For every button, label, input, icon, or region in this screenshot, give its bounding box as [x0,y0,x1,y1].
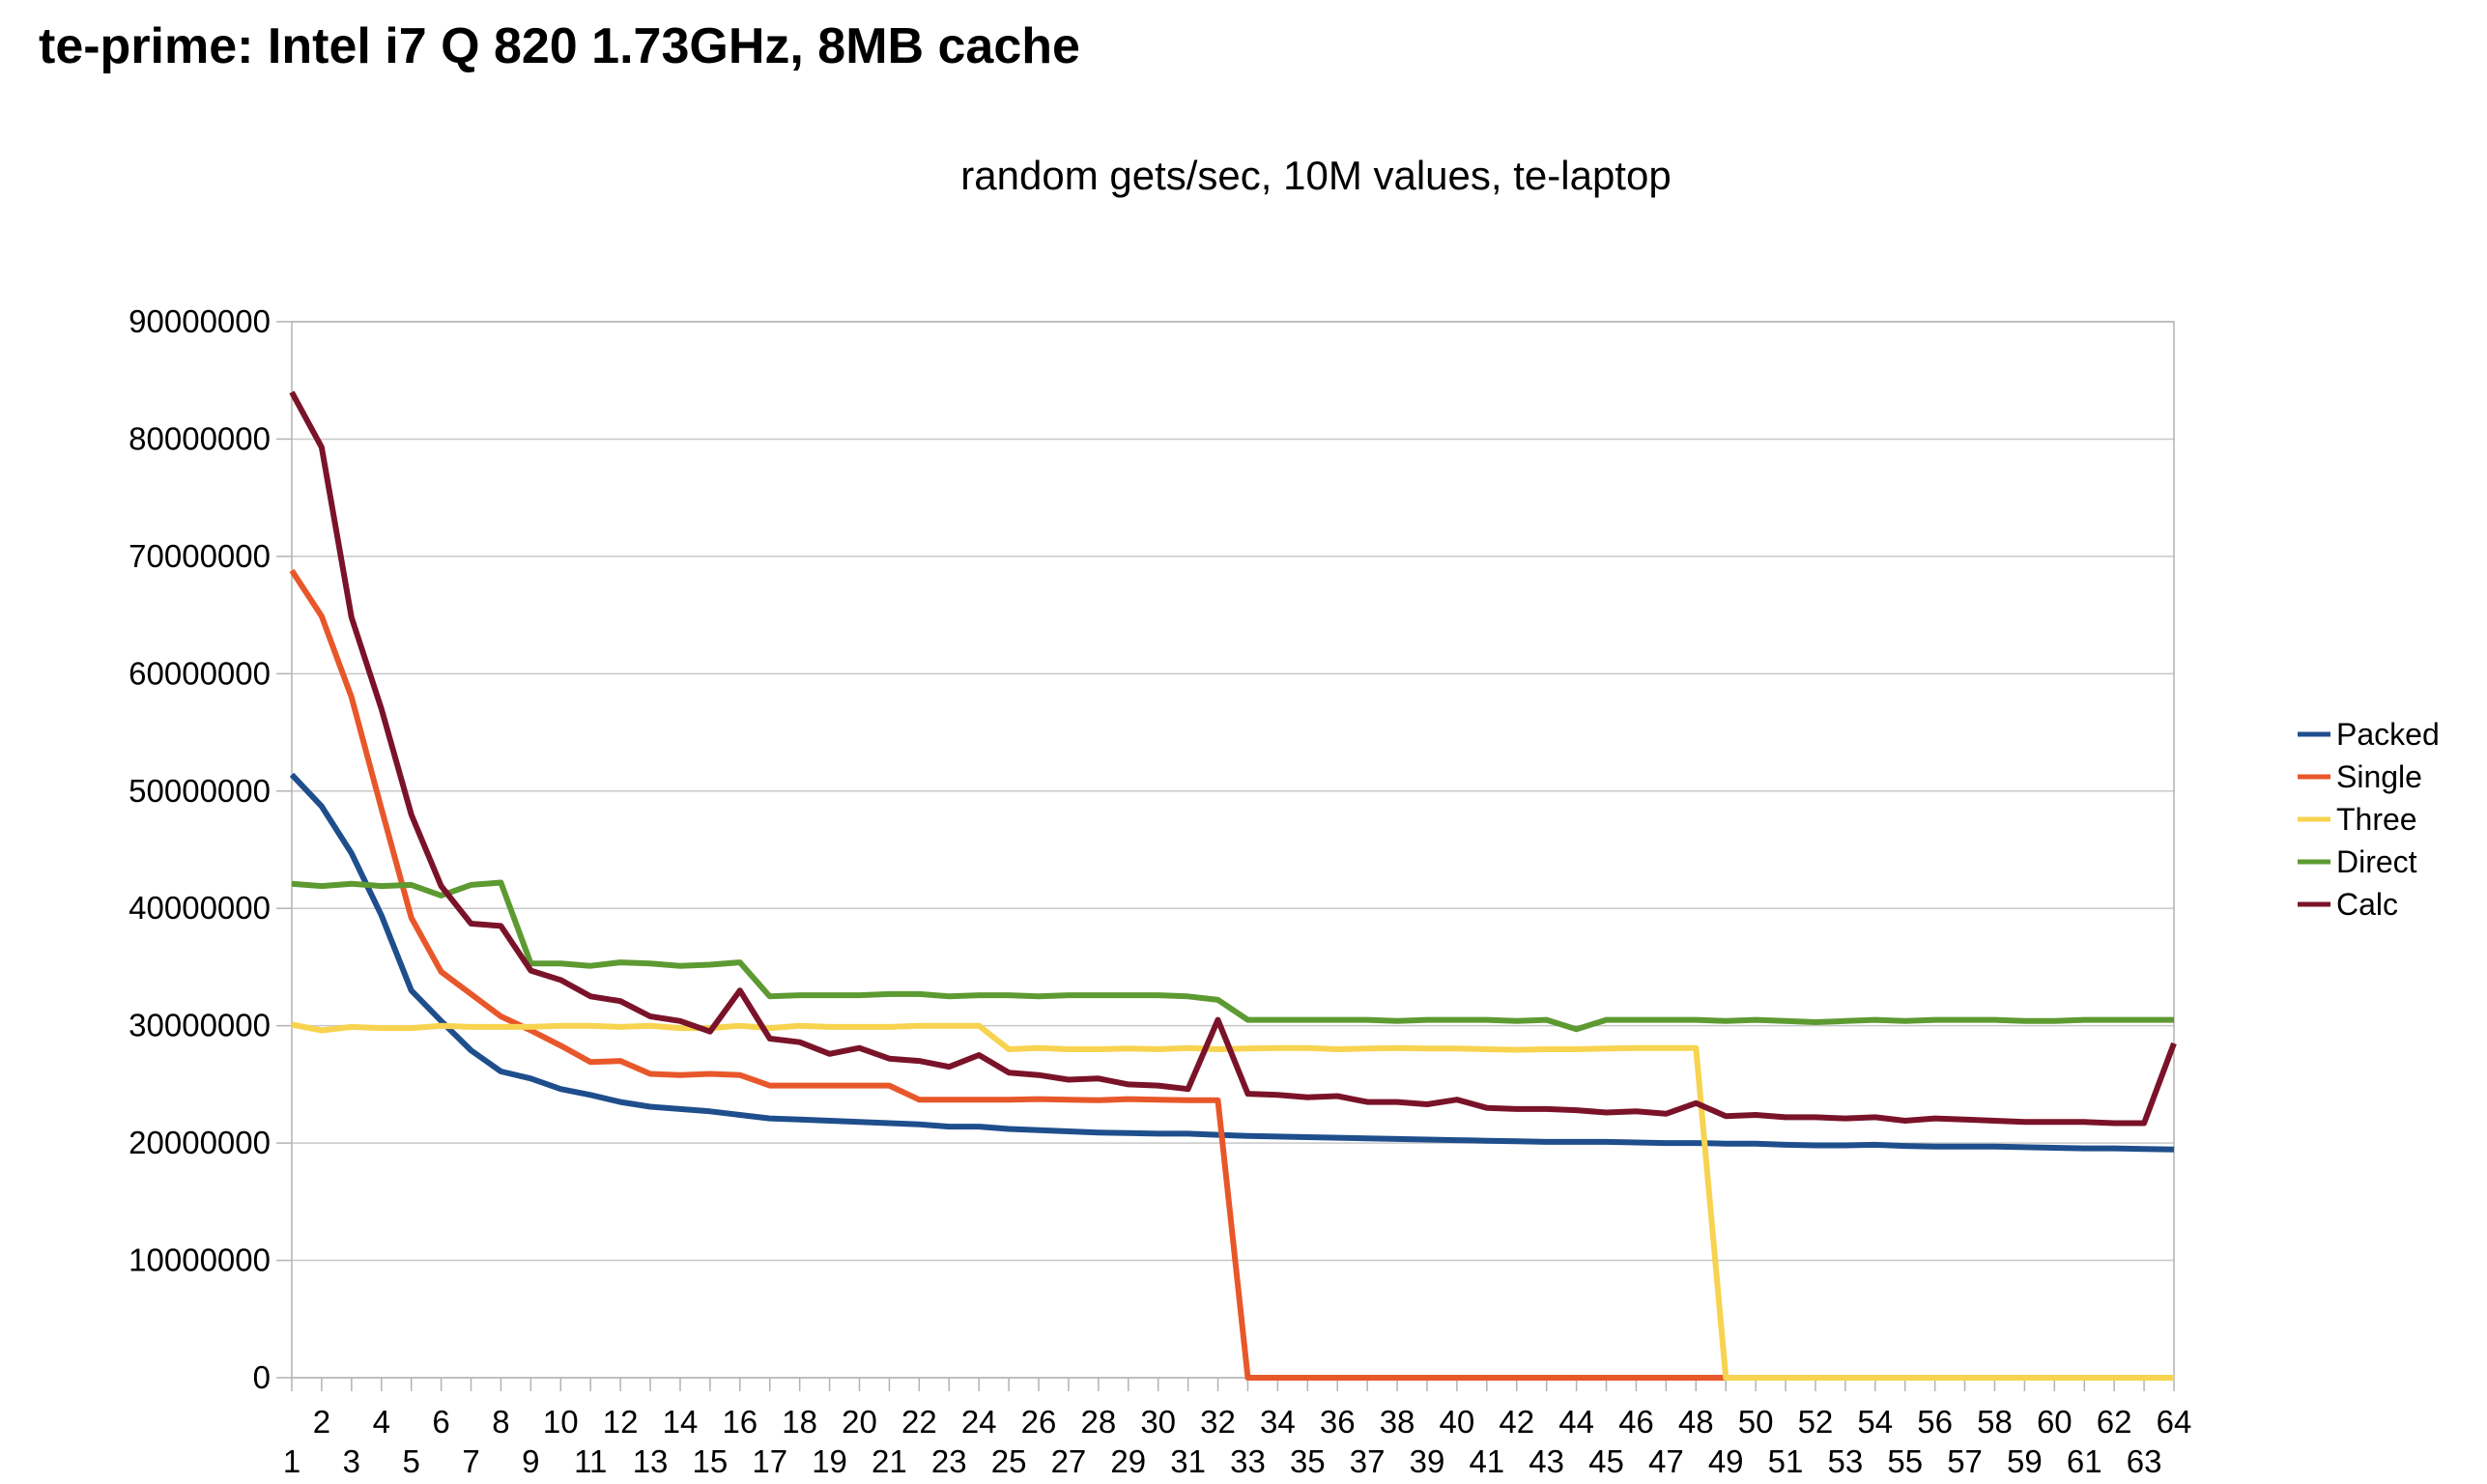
x-tick-label: 30 [1140,1404,1176,1440]
x-tick-label: 4 [373,1404,390,1440]
x-tick-label: 64 [2157,1404,2192,1440]
x-tick-label: 17 [752,1443,787,1479]
x-tick-label: 38 [1380,1404,1415,1440]
x-tick-label: 2 [313,1404,330,1440]
y-tick-label: 60000000 [129,655,271,691]
x-tick-label: 7 [462,1443,479,1479]
y-tick-label: 90000000 [129,303,271,339]
x-tick-label: 62 [2097,1404,2132,1440]
x-tick-label: 18 [782,1404,817,1440]
x-tick-label: 21 [872,1443,907,1479]
x-tick-label: 1 [283,1443,300,1479]
legend-label-three: Three [2336,802,2417,837]
x-tick-label: 37 [1350,1443,1386,1479]
x-tick-label: 55 [1887,1443,1923,1479]
x-tick-label: 41 [1469,1443,1504,1479]
y-axis-tick-labels: 0 10000000 20000000 30000000 40000000 5000000… [129,303,271,1395]
y-tick-label: 10000000 [129,1242,271,1278]
legend-label-packed: Packed [2336,717,2440,752]
x-tick-label: 11 [574,1443,607,1479]
plot-area-border [291,321,2175,1379]
x-tick-label: 52 [1798,1404,1834,1440]
y-tick-label: 50000000 [129,773,271,809]
x-tick-label: 27 [1051,1443,1087,1479]
x-axis-tick-labels: 1234567891011121314151617181920212223242… [283,1404,2192,1479]
legend-label-calc: Calc [2336,887,2398,922]
series-line-single [289,568,2174,1381]
x-tick-label: 28 [1080,1404,1116,1440]
x-tick-label: 9 [522,1443,539,1479]
legend: Packed Single Three Direct Calc [2298,717,2440,922]
x-tick-label: 60 [2037,1404,2072,1440]
x-tick-label: 31 [1170,1443,1206,1479]
axes [276,321,2175,1391]
x-tick-label: 10 [543,1404,579,1440]
legend-label-direct: Direct [2336,844,2417,879]
x-tick-label: 56 [1917,1404,1953,1440]
x-tick-label: 44 [1558,1404,1594,1440]
series-line-direct [291,879,2174,1033]
chart-title: random gets/sec, 10M values, te-laptop [960,153,1671,198]
x-tick-label: 3 [343,1443,360,1479]
y-tick-label: 80000000 [129,420,271,456]
x-tick-label: 12 [603,1404,639,1440]
x-tick-label: 20 [842,1404,877,1440]
x-tick-label: 19 [812,1443,847,1479]
x-tick-label: 54 [1857,1404,1893,1440]
x-tick-label: 39 [1410,1443,1445,1479]
series-line-packed [289,772,2175,1153]
x-tick-label: 8 [492,1404,509,1440]
x-tick-label: 36 [1320,1404,1356,1440]
y-tick-label: 40000000 [129,890,271,926]
x-tick-label: 26 [1021,1404,1057,1440]
y-tick-label: 70000000 [129,538,271,574]
series-lines [289,390,2177,1381]
x-tick-label: 35 [1290,1443,1326,1479]
page-title: te-prime: Intel i7 Q 820 1.73GHz, 8MB ca… [39,18,1080,74]
x-tick-label: 42 [1499,1404,1534,1440]
x-tick-label: 40 [1440,1404,1475,1440]
x-tick-label: 34 [1260,1404,1296,1440]
x-tick-label: 43 [1529,1443,1564,1479]
y-tick-label: 0 [253,1359,271,1395]
x-tick-label: 22 [901,1404,937,1440]
x-tick-label: 14 [663,1404,699,1440]
x-tick-label: 53 [1828,1443,1864,1479]
x-tick-label: 13 [633,1443,669,1479]
x-tick-label: 49 [1708,1443,1744,1479]
x-tick-label: 29 [1110,1443,1146,1479]
x-tick-label: 59 [2007,1443,2043,1479]
series-line-calc [289,390,2177,1127]
legend-label-single: Single [2336,759,2422,794]
x-tick-label: 33 [1230,1443,1266,1479]
x-tick-label: 16 [722,1404,758,1440]
x-tick-label: 50 [1738,1404,1774,1440]
x-tick-label: 58 [1977,1404,2013,1440]
x-tick-label: 61 [2067,1443,2102,1479]
x-tick-label: 23 [931,1443,967,1479]
x-tick-label: 63 [2127,1443,2162,1479]
x-tick-label: 24 [961,1404,997,1440]
x-tick-label: 48 [1678,1404,1714,1440]
x-tick-label: 57 [1947,1443,1983,1479]
x-tick-label: 46 [1618,1404,1654,1440]
y-tick-label: 20000000 [129,1125,271,1160]
x-tick-label: 25 [991,1443,1027,1479]
x-tick-label: 47 [1648,1443,1684,1479]
x-tick-label: 32 [1200,1404,1236,1440]
x-tick-label: 5 [403,1443,420,1479]
y-tick-label: 30000000 [129,1008,271,1043]
x-tick-label: 51 [1768,1443,1804,1479]
x-tick-label: 45 [1588,1443,1624,1479]
series-line-three [291,1021,2174,1381]
x-tick-label: 6 [432,1404,449,1440]
x-tick-label: 15 [693,1443,729,1479]
